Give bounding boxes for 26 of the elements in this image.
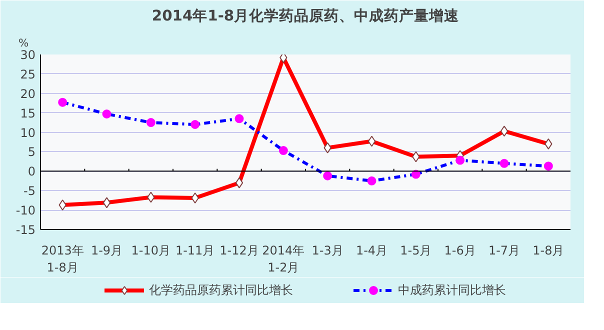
x-tick-label: 1-12月 — [220, 244, 259, 258]
x-tick-label: 1-3月 — [312, 244, 344, 258]
x-tick-label: 1-6月 — [444, 244, 476, 258]
x-tick-label: 2014年 1-2月 — [262, 244, 305, 274]
y-tick-label: 25 — [20, 67, 36, 82]
y-tick-label: -15 — [16, 223, 36, 237]
y-tick-label: -10 — [16, 204, 36, 218]
y-tick-label: 15 — [20, 106, 36, 120]
x-tick-label: 1-5月 — [400, 244, 432, 258]
x-tick-label: 1-8月 — [532, 244, 564, 258]
y-tick-label: 5 — [28, 145, 36, 160]
y-tick-label: 20 — [20, 86, 36, 101]
y-tick-label: 10 — [20, 126, 36, 140]
y-axis-title: % — [18, 36, 29, 50]
x-tick-label: 1-10月 — [131, 244, 171, 258]
y-tick-label: 30 — [20, 48, 36, 62]
x-tick-label: 1-11月 — [175, 244, 215, 258]
chart-title: 2014年1-8月化学药品原药、中成药产量增速 — [152, 8, 460, 24]
legend-label: 中成药累计同比增长 — [398, 282, 506, 298]
x-tick-label: 1-9月 — [90, 244, 123, 258]
y-tick-label: -5 — [24, 184, 36, 198]
x-tick-label: 1-7月 — [488, 244, 520, 258]
x-tick-label: 2013年 1-8月 — [41, 244, 84, 274]
x-tick-label: 1-4月 — [356, 244, 388, 258]
legend-label: 化学药品原药累计同比增长 — [149, 282, 293, 298]
y-tick-label: 0 — [28, 164, 36, 179]
